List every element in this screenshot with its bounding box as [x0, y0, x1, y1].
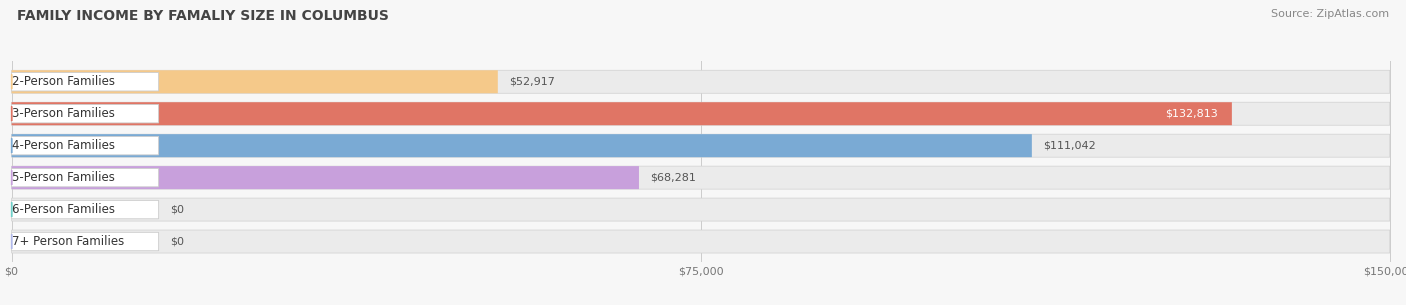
Text: $68,281: $68,281 [650, 173, 696, 183]
FancyBboxPatch shape [11, 232, 159, 251]
FancyBboxPatch shape [11, 198, 1389, 221]
FancyBboxPatch shape [11, 230, 1389, 253]
FancyBboxPatch shape [11, 73, 159, 91]
FancyBboxPatch shape [11, 105, 159, 123]
Text: 7+ Person Families: 7+ Person Families [11, 235, 124, 248]
Text: 6-Person Families: 6-Person Families [11, 203, 115, 216]
Text: Source: ZipAtlas.com: Source: ZipAtlas.com [1271, 9, 1389, 19]
FancyBboxPatch shape [11, 136, 159, 155]
Text: 3-Person Families: 3-Person Families [11, 107, 114, 120]
Text: 4-Person Families: 4-Person Families [11, 139, 115, 152]
Text: $52,917: $52,917 [509, 77, 555, 87]
FancyBboxPatch shape [11, 168, 159, 187]
Text: $132,813: $132,813 [1166, 109, 1218, 119]
FancyBboxPatch shape [11, 200, 159, 219]
Text: 2-Person Families: 2-Person Families [11, 75, 115, 88]
FancyBboxPatch shape [11, 70, 1389, 93]
FancyBboxPatch shape [11, 102, 1232, 125]
FancyBboxPatch shape [11, 166, 1389, 189]
FancyBboxPatch shape [11, 70, 498, 93]
Text: FAMILY INCOME BY FAMALIY SIZE IN COLUMBUS: FAMILY INCOME BY FAMALIY SIZE IN COLUMBU… [17, 9, 388, 23]
Text: 5-Person Families: 5-Person Families [11, 171, 114, 184]
Text: $0: $0 [170, 237, 184, 246]
FancyBboxPatch shape [11, 166, 638, 189]
Text: $0: $0 [170, 205, 184, 215]
FancyBboxPatch shape [11, 102, 1389, 125]
FancyBboxPatch shape [11, 134, 1032, 157]
FancyBboxPatch shape [11, 134, 1389, 157]
Text: $111,042: $111,042 [1043, 141, 1095, 151]
